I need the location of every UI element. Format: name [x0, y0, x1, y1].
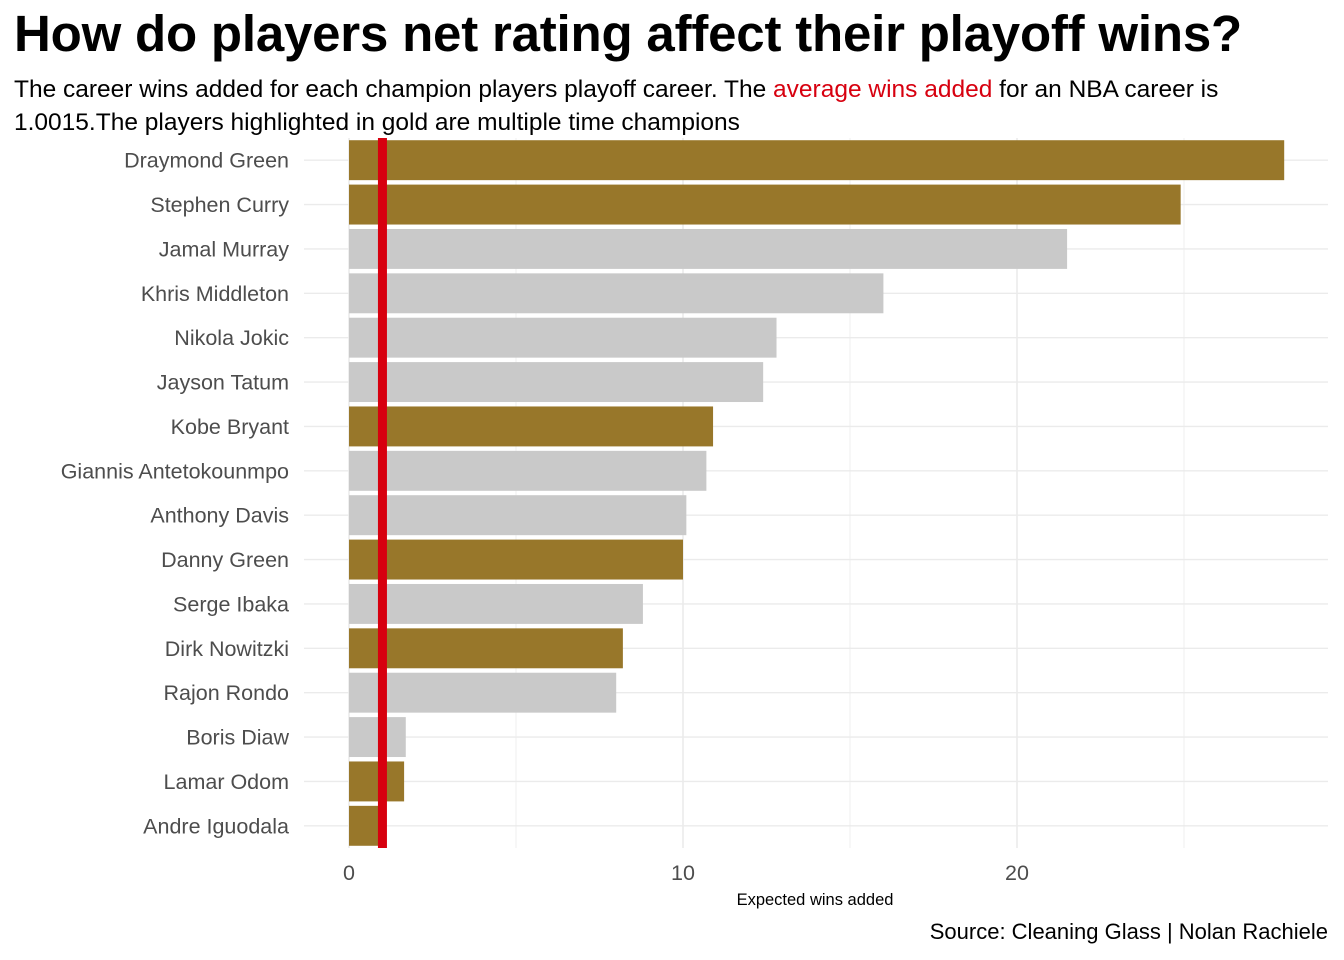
- bar: [349, 273, 884, 314]
- bar: [349, 495, 687, 536]
- y-axis-labels: Draymond Green Stephen Curry Jamal Murray K…: [61, 149, 290, 839]
- x-tick-label: 0: [343, 861, 355, 885]
- y-tick-label: Danny Green: [161, 548, 289, 572]
- bar: [349, 140, 1285, 181]
- subtitle-text-1: The career wins added for each champion …: [14, 76, 774, 103]
- subtitle-highlight: average wins added: [773, 76, 993, 103]
- bar: [349, 717, 406, 758]
- bar: [349, 362, 764, 403]
- chart-title: How do players net rating affect their p…: [14, 5, 1242, 62]
- y-tick-label: Andre Iguodala: [143, 814, 289, 838]
- x-tick-label: 10: [671, 861, 695, 885]
- bar: [349, 317, 777, 358]
- y-tick-label: Lamar Odom: [164, 770, 289, 794]
- y-tick-label: Serge Ibaka: [173, 592, 289, 616]
- bar: [349, 184, 1181, 225]
- subtitle-text-2: for an NBA career is 1.0015.The players …: [14, 76, 1219, 136]
- bar: [349, 583, 643, 624]
- bar: [349, 228, 1068, 269]
- x-axis-ticks: 0 10 20: [343, 861, 1029, 885]
- y-tick-label: Nikola Jokic: [174, 326, 289, 350]
- y-tick-label: Draymond Green: [124, 149, 289, 173]
- y-tick-label: Khris Middleton: [141, 282, 289, 306]
- bar: [349, 628, 623, 669]
- bar: [349, 539, 683, 580]
- chart-caption: Source: Cleaning Glass | Nolan Rachiele: [929, 919, 1328, 944]
- chart-subtitle: The career wins added for each champion …: [14, 73, 1334, 139]
- bar: [349, 450, 707, 491]
- y-tick-label: Giannis Antetokounmpo: [61, 459, 289, 483]
- y-tick-label: Anthony Davis: [150, 504, 289, 528]
- bar: [349, 761, 405, 802]
- y-tick-label: Kobe Bryant: [171, 415, 289, 439]
- x-axis-title: Expected wins added: [737, 891, 894, 909]
- bar: [349, 672, 617, 713]
- bars: [349, 140, 1285, 846]
- y-tick-label: Dirk Nowitzki: [165, 637, 289, 661]
- bar: [349, 805, 381, 846]
- y-tick-label: Rajon Rondo: [163, 681, 289, 705]
- y-tick-label: Boris Diaw: [186, 726, 289, 750]
- x-tick-label: 20: [1005, 861, 1029, 885]
- bar: [349, 406, 714, 447]
- y-tick-label: Stephen Curry: [150, 193, 289, 217]
- y-tick-label: Jamal Murray: [159, 237, 289, 261]
- y-tick-label: Jayson Tatum: [157, 371, 289, 395]
